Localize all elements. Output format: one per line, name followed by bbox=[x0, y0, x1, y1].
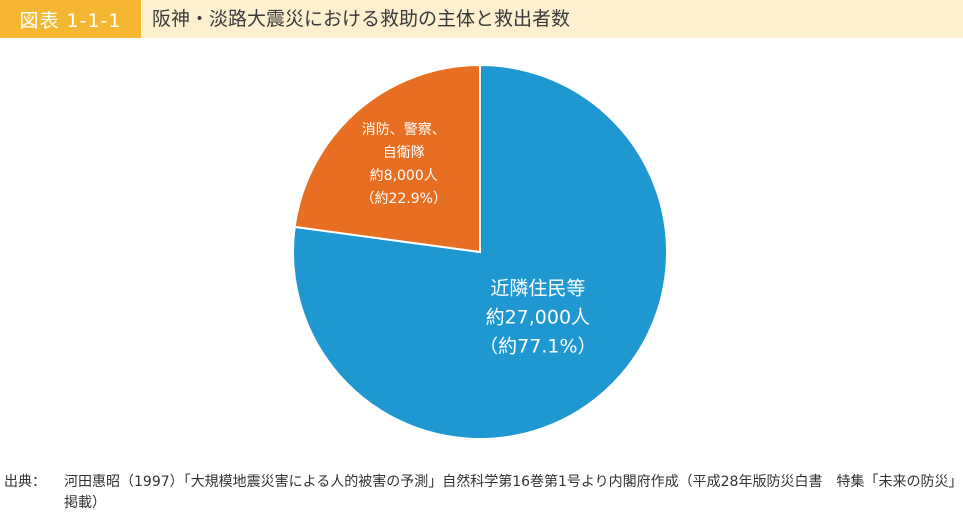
source-text: 河田惠昭（1997）「大規模地震災害による人的被害の予測」自然科学第16巻第1号… bbox=[64, 474, 963, 511]
slice-label-1-line-1: 近隣住民等 bbox=[490, 278, 585, 300]
slice-label-2: 消防、警察、自衛隊約8,000人 （約22.9%） bbox=[360, 121, 446, 207]
figure-header: 図表 1-1-1 阪神・淡路大震災における救助の主体と救出者数 bbox=[0, 0, 963, 38]
slice-label-1-line-3: （約77.1%） bbox=[479, 336, 596, 358]
chart-area: 近隣住民等約27,000人 （約77.1%） 消防、警察、自衛隊約8,000人 （約2… bbox=[0, 40, 963, 464]
source-label: 出典： bbox=[4, 474, 46, 490]
figure-number-badge: 図表 1-1-1 bbox=[0, 0, 141, 38]
pie-chart: 近隣住民等約27,000人 （約77.1%） 消防、警察、自衛隊約8,000人 （約2… bbox=[292, 63, 668, 440]
slice-label-2-line-3: 約8,000人 bbox=[370, 168, 438, 184]
chart-title: 阪神・淡路大震災における救助の主体と救出者数 bbox=[152, 8, 571, 30]
slice-label-1: 近隣住民等約27,000人 （約77.1%） bbox=[479, 278, 596, 358]
pie-slice-2 bbox=[293, 63, 481, 254]
slice-label-2-line-4: （約22.9%） bbox=[360, 191, 446, 207]
slice-label-2-line-2: 自衛隊 bbox=[383, 145, 425, 161]
slice-label-1-line-2: 約27,000人 bbox=[486, 307, 590, 329]
slice-label-2-line-1: 消防、警察、 bbox=[362, 121, 446, 138]
